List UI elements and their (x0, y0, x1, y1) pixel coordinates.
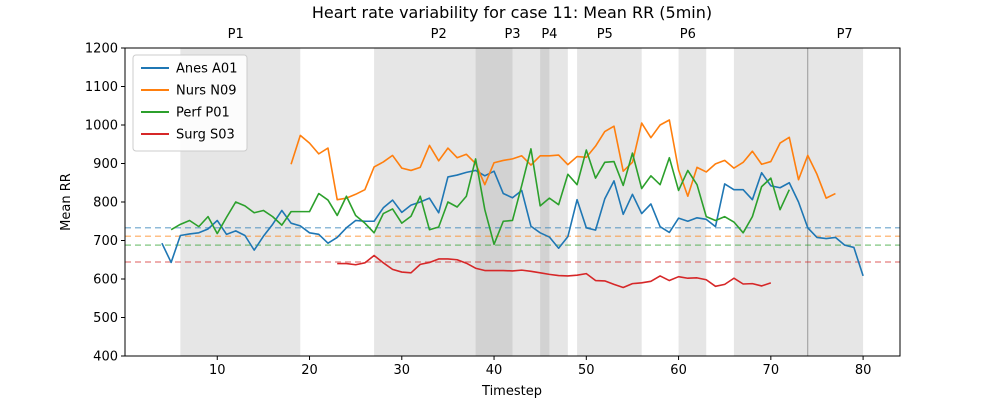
series-line-nurs-n09 (290, 119, 836, 201)
phase-label-p1: P1 (228, 27, 244, 42)
y-tick-label: 1100 (85, 80, 118, 95)
y-tick-label: 800 (93, 196, 118, 211)
y-tick-label: 700 (93, 234, 118, 249)
phase-label-p7: P7 (837, 27, 853, 42)
legend-label-perf-p01: Perf P01 (176, 106, 230, 121)
series-line-anes-a01 (161, 169, 864, 277)
phase-band-p5 (577, 48, 642, 356)
series-line-surg-s03 (337, 254, 772, 289)
x-tick-label: 20 (301, 363, 318, 378)
legend-label-anes-a01: Anes A01 (176, 62, 237, 77)
series-line-perf-p01 (170, 148, 791, 246)
series-lines (161, 119, 864, 289)
phase-band-p2 (374, 48, 513, 356)
chart-title: Heart rate variability for case 11: Mean… (312, 3, 712, 22)
y-tick-label: 900 (93, 157, 118, 172)
y-tick-label: 400 (93, 350, 118, 365)
y-tick-label: 600 (93, 273, 118, 288)
y-tick-label: 500 (93, 311, 118, 326)
x-tick-label: 40 (486, 363, 503, 378)
x-tick-label: 80 (855, 363, 872, 378)
phase-labels: P1 P2 P3 P4 P5 P6 P7 (228, 27, 853, 42)
x-tick-label: 50 (578, 363, 595, 378)
phase-label-p4: P4 (541, 27, 557, 42)
legend-label-surg-s03: Surg S03 (176, 128, 235, 143)
y-axis: 400 500 600 700 800 900 1000 1100 1200 (85, 42, 125, 365)
phase-band-p3 (475, 48, 568, 356)
phase-label-p5: P5 (597, 27, 613, 42)
x-tick-label: 60 (670, 363, 687, 378)
legend-label-nurs-n09: Nurs N09 (176, 84, 236, 99)
x-axis-label: Timestep (481, 384, 542, 399)
y-tick-label: 1000 (85, 119, 118, 134)
y-axis-label: Mean RR (59, 173, 74, 231)
y-tick-label: 1200 (85, 42, 118, 57)
x-tick-label: 10 (209, 363, 226, 378)
phase-label-p6: P6 (680, 27, 696, 42)
phase-label-p2: P2 (431, 27, 447, 42)
x-tick-label: 70 (763, 363, 780, 378)
legend-box (132, 54, 248, 152)
x-tick-label: 30 (394, 363, 411, 378)
phase-bands (180, 48, 864, 356)
phase-label-p3: P3 (504, 27, 520, 42)
x-axis: 10 20 30 40 50 60 70 80 (209, 356, 871, 378)
baselines (125, 227, 900, 263)
legend: Anes A01 Nurs N09 Perf P01 Surg S03 (132, 54, 248, 152)
